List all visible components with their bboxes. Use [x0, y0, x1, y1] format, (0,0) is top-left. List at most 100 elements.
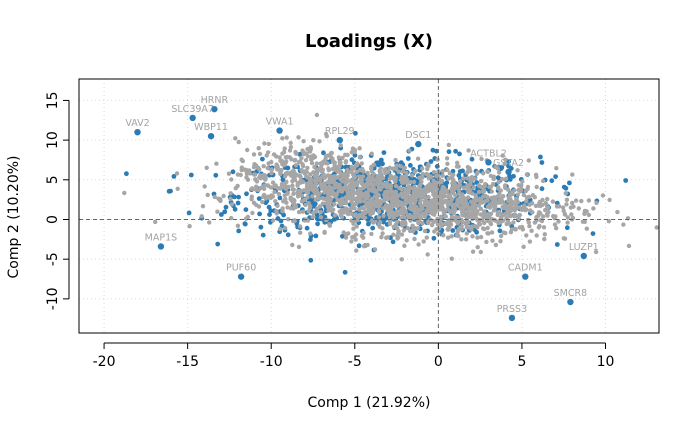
cloud-point: [516, 183, 521, 188]
cloud-point: [358, 195, 363, 201]
cloud-point: [361, 169, 366, 174]
cloud-point: [310, 214, 315, 220]
cloud-point: [488, 173, 494, 179]
cloud-point: [391, 213, 396, 218]
cloud-point: [438, 190, 444, 195]
cloud-point: [292, 158, 297, 163]
cloud-point: [279, 185, 284, 190]
cloud-point: [420, 206, 425, 211]
cloud-point: [466, 148, 471, 153]
cloud-point: [593, 249, 599, 255]
cloud-point: [290, 183, 295, 188]
cloud-point: [399, 174, 404, 180]
cloud-point: [324, 134, 329, 139]
cloud-point: [417, 214, 422, 219]
cloud-point: [424, 235, 429, 240]
cloud-point: [408, 179, 413, 185]
cloud-point: [282, 174, 288, 179]
cloud-point: [450, 190, 456, 196]
cloud-point: [462, 196, 467, 202]
cloud-point: [311, 153, 316, 158]
cloud-point: [516, 214, 521, 220]
cloud-point: [338, 172, 343, 177]
cloud-point: [538, 211, 543, 216]
y-tick-label: 15: [45, 92, 61, 110]
cloud-point: [296, 160, 302, 165]
cloud-point: [332, 163, 337, 168]
cloud-point: [495, 166, 500, 171]
cloud-point: [343, 235, 349, 240]
cloud-point: [393, 157, 398, 163]
cloud-point: [457, 188, 462, 193]
data-point: [157, 243, 165, 250]
cloud-point: [338, 197, 343, 203]
cloud-point: [543, 201, 549, 207]
cloud-point: [371, 177, 377, 183]
cloud-point: [377, 168, 383, 173]
cloud-point: [551, 213, 556, 219]
cloud-point: [384, 235, 389, 240]
cloud-point: [308, 231, 313, 236]
cloud-point: [335, 169, 340, 174]
cloud-point: [461, 185, 467, 190]
cloud-point: [418, 187, 423, 193]
cloud-point: [431, 192, 436, 197]
cloud-point: [221, 193, 226, 199]
cloud-point: [358, 199, 363, 204]
cloud-point: [388, 183, 394, 188]
cloud-point: [267, 212, 272, 218]
cloud-point: [358, 178, 363, 183]
cloud-point: [534, 174, 539, 180]
cloud-point: [229, 215, 234, 221]
cloud-point: [570, 200, 575, 206]
cloud-point: [266, 183, 271, 188]
cloud-point: [422, 201, 428, 206]
cloud-point: [417, 175, 422, 180]
cloud-point: [511, 220, 516, 225]
cloud-point: [348, 194, 353, 199]
cloud-point: [394, 163, 400, 168]
cloud-point: [489, 189, 494, 194]
cloud-point: [366, 208, 371, 213]
cloud-point: [342, 269, 348, 275]
cloud-point: [325, 180, 330, 185]
cloud-point: [554, 166, 559, 171]
cloud-point: [245, 177, 251, 182]
cloud-point: [309, 160, 315, 166]
cloud-point: [444, 156, 450, 161]
cloud-point: [470, 249, 476, 254]
cloud-point: [353, 130, 358, 136]
cloud-point: [261, 164, 266, 169]
cloud-point: [426, 194, 431, 200]
point-label: GSTA2: [493, 158, 524, 169]
cloud-point: [354, 163, 360, 168]
cloud-point: [396, 230, 401, 235]
cloud-point: [465, 164, 471, 170]
cloud-point: [526, 220, 531, 225]
cloud-point: [350, 146, 356, 151]
cloud-point: [409, 203, 414, 208]
cloud-point: [554, 242, 560, 247]
cloud-point: [232, 206, 238, 212]
cloud-point: [429, 222, 435, 228]
cloud-point: [378, 187, 383, 192]
cloud-point: [315, 221, 320, 227]
cloud-point: [493, 242, 499, 248]
cloud-point: [400, 169, 405, 174]
cloud-point: [586, 212, 591, 218]
x-tick-label: -10: [260, 354, 283, 370]
cloud-point: [525, 184, 531, 190]
cloud-point: [570, 172, 575, 177]
cloud-point: [222, 209, 228, 215]
cloud-point: [426, 163, 431, 169]
cloud-point: [469, 156, 475, 162]
cloud-point: [124, 171, 129, 177]
cloud-point: [275, 203, 280, 208]
cloud-point: [316, 196, 322, 201]
cloud-point: [426, 172, 431, 178]
cloud-point: [350, 182, 355, 187]
data-point: [505, 168, 512, 176]
cloud-point: [425, 204, 430, 209]
cloud-point: [459, 227, 464, 232]
cloud-point: [266, 161, 271, 166]
